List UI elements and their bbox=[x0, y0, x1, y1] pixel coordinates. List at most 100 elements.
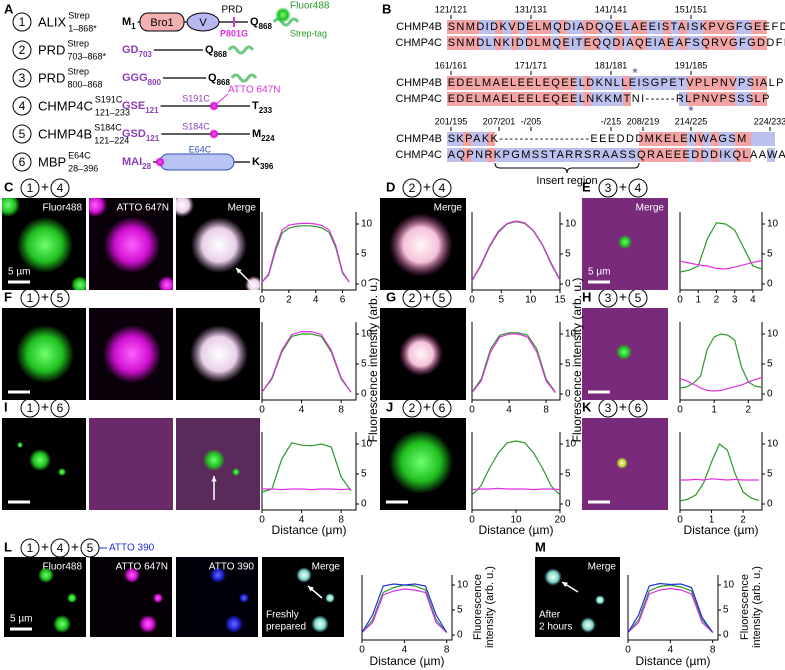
profile-line bbox=[361, 588, 448, 633]
fluorescent-spot bbox=[325, 593, 335, 603]
construct-superscript: S191C bbox=[95, 94, 123, 104]
axes bbox=[261, 212, 357, 291]
panel-letter: A bbox=[4, 1, 14, 16]
residue-shade bbox=[455, 36, 463, 50]
profile-line bbox=[262, 488, 352, 491]
number-circle bbox=[628, 178, 648, 198]
y-axis-title: Fluorescence intensity (arb. u.) bbox=[366, 278, 380, 443]
fluorescent-spot bbox=[618, 235, 632, 249]
domain bbox=[159, 153, 235, 171]
dye-label: Fluor488 bbox=[290, 1, 330, 12]
n-terminus: GSD bbox=[122, 128, 146, 140]
x-tick-label: 8 bbox=[444, 645, 450, 656]
residue-shade bbox=[679, 76, 687, 90]
y-axis-title: intensity (arb. u.) bbox=[484, 566, 496, 648]
residue-shade bbox=[671, 148, 679, 162]
image-note: prepared bbox=[266, 622, 306, 633]
scale-label: 5 µm bbox=[10, 614, 32, 625]
construct-number: 2 bbox=[409, 291, 416, 305]
y-tick-label: 5 bbox=[767, 249, 773, 260]
x-tick-label: 4 bbox=[402, 645, 408, 656]
residue-shade bbox=[575, 36, 583, 50]
micrograph bbox=[4, 557, 86, 637]
residue-number: 121/121 bbox=[435, 4, 468, 14]
residue-shade bbox=[511, 36, 519, 50]
micrograph-content bbox=[124, 567, 163, 633]
residue-shade bbox=[703, 20, 711, 34]
construct-subscript: 121–224 bbox=[94, 135, 129, 145]
construct-number: 4 bbox=[57, 541, 64, 555]
residue-shade bbox=[623, 76, 631, 90]
residue-shade bbox=[711, 132, 719, 146]
fluorescent-spot bbox=[67, 593, 77, 603]
residue-shade bbox=[607, 76, 615, 90]
residue-shade bbox=[767, 148, 775, 162]
n-terminus: MAI bbox=[122, 156, 142, 168]
fluorescent-spot bbox=[89, 198, 107, 217]
image-label: Merge bbox=[228, 203, 257, 214]
residue-shade bbox=[639, 148, 647, 162]
y-tick-label: 5 bbox=[565, 469, 571, 480]
y-tick-label: 10 bbox=[565, 219, 577, 230]
residue-shade bbox=[743, 92, 751, 106]
residue-shade bbox=[567, 20, 575, 34]
residue-shade bbox=[559, 76, 567, 90]
axes bbox=[627, 575, 719, 641]
residue-shade bbox=[583, 76, 591, 90]
construct-subscript: 121–233 bbox=[95, 107, 130, 117]
x-tick-label: 8 bbox=[710, 645, 716, 656]
x-tick-label: 1 bbox=[709, 515, 715, 526]
residue-shade bbox=[503, 36, 511, 50]
residue-shade bbox=[719, 76, 727, 90]
fluorescent-spot bbox=[389, 213, 453, 277]
fluorescent-spot bbox=[16, 325, 74, 383]
residue-shade bbox=[455, 20, 463, 34]
construct-number: 6 bbox=[19, 155, 26, 169]
construct-name: ALIX bbox=[38, 14, 67, 29]
residue-shade bbox=[655, 20, 663, 34]
domain-label: Bro1 bbox=[150, 17, 173, 29]
fluorescent-spot bbox=[191, 217, 247, 273]
residue-shade bbox=[447, 76, 455, 90]
residue-shade bbox=[695, 92, 703, 106]
fluorescent-spot bbox=[104, 217, 160, 273]
residue-shade bbox=[479, 148, 487, 162]
y-tick-label: 5 bbox=[361, 469, 367, 480]
micrograph-content bbox=[38, 567, 77, 633]
y-tick-label: 5 bbox=[767, 359, 773, 370]
micrograph bbox=[380, 418, 466, 510]
residue-shade bbox=[607, 92, 615, 106]
y-axis-title: Fluorescence intensity (arb. u.) bbox=[570, 278, 584, 443]
residue-shade bbox=[687, 36, 695, 50]
fluorescent-spot bbox=[232, 468, 240, 476]
micrograph-content bbox=[89, 198, 173, 290]
x-tick-label: 10 bbox=[510, 515, 522, 526]
residue-shade bbox=[695, 76, 703, 90]
residue-shade bbox=[759, 92, 767, 106]
residue-shade bbox=[711, 36, 719, 50]
residue-shade bbox=[719, 148, 727, 162]
micrograph-content bbox=[176, 198, 260, 290]
protein-name: CHMP4B bbox=[396, 77, 442, 89]
construct-number: 2 bbox=[409, 401, 416, 415]
residue-shade bbox=[735, 92, 743, 106]
residue-shade bbox=[511, 20, 519, 34]
number-circle bbox=[432, 178, 452, 198]
n-terminus-index: 121 bbox=[145, 106, 159, 115]
residue-shade bbox=[759, 36, 767, 50]
profile-line bbox=[679, 260, 763, 270]
residue-shade bbox=[631, 76, 639, 90]
residue-shade bbox=[623, 148, 631, 162]
profile-line bbox=[471, 220, 561, 282]
residue-shade bbox=[687, 132, 695, 146]
residue-shade bbox=[727, 36, 735, 50]
micrograph-content bbox=[296, 567, 335, 633]
y-tick-label: 0 bbox=[361, 499, 367, 510]
construct-superscript: S184C bbox=[94, 122, 122, 132]
residue-shade bbox=[647, 132, 655, 146]
y-tick-label: 10 bbox=[767, 439, 779, 450]
n-terminus-index: 121 bbox=[146, 134, 160, 143]
residue-shade bbox=[447, 132, 455, 146]
insert-bracket bbox=[494, 162, 640, 174]
y-tick-label: 5 bbox=[457, 605, 463, 616]
